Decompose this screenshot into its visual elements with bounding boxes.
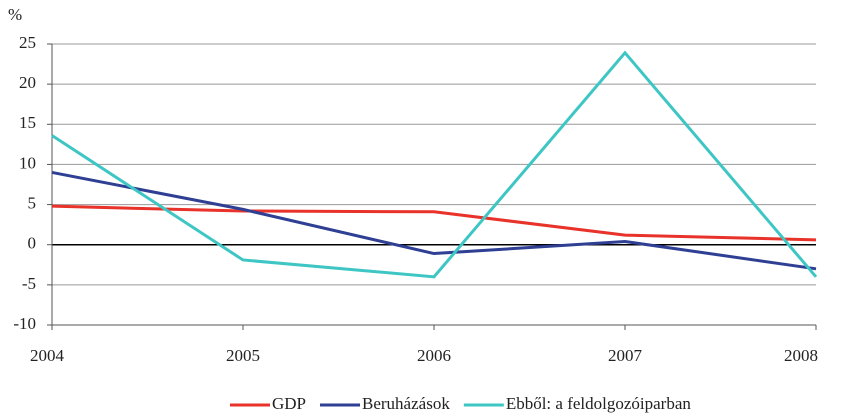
y-tick-label: 10 <box>19 153 36 172</box>
series-line <box>51 204 817 242</box>
legend-label: GDP <box>272 394 306 413</box>
y-tick-label: 25 <box>19 33 36 52</box>
y-axis-label: % <box>8 5 22 24</box>
series-line <box>51 50 818 279</box>
x-tick-label: 2007 <box>608 346 643 365</box>
y-tick-label: 0 <box>28 234 37 253</box>
y-tick-label: 5 <box>28 193 37 212</box>
y-tick-label: -5 <box>22 274 36 293</box>
legend-label: Beruházások <box>362 394 450 413</box>
x-tick-label: 2005 <box>226 346 260 365</box>
series-line <box>51 170 817 271</box>
y-tick-label: 20 <box>19 73 36 92</box>
x-tick-label: 2004 <box>30 346 65 365</box>
x-tick-label: 2006 <box>417 346 451 365</box>
legend-label: Ebből: a feldolgozóiparban <box>506 394 692 413</box>
y-tick-label: 15 <box>19 113 36 132</box>
y-tick-label: -10 <box>13 314 36 333</box>
x-tick-label: 2008 <box>784 346 818 365</box>
